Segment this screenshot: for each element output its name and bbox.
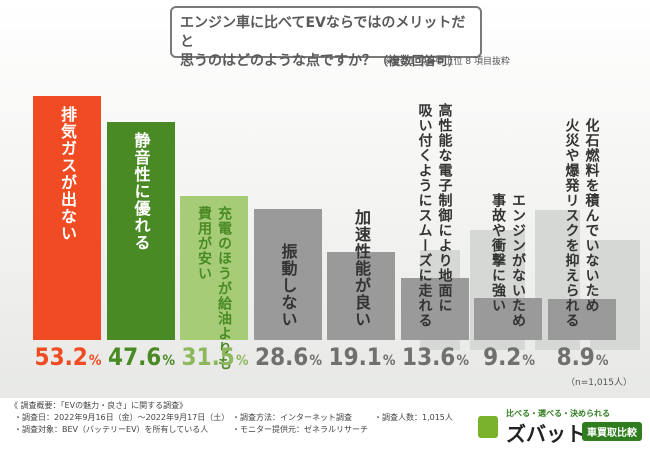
title-line-2: 思うのはどのような点ですか？ [180,53,376,69]
bar-label-1: 静音性に優れる [131,131,151,251]
footer-method: ・調査方法：インターネット調査 [232,413,352,422]
logo-badge: 車買取比較 [582,422,642,441]
logo-name: ズバット [506,422,586,446]
value-label-2: 31.5% [181,343,249,371]
bar-2: 充電のほうが給油よりも 費用が安い [180,195,248,371]
chart-note: ※全 11 項目中上位 8 項目抜粋 [383,57,510,67]
footer-date: ・調査日：2022年9月16日（金）～2022年9月17日（土） [14,413,230,422]
value-label-1: 47.6% [108,343,175,371]
footer-count: ・調査人数：1,015人 [374,413,453,422]
survey-footer: 《 調査概要：「EVの魅力・良さ」に関する調査》 ・調査日：2022年9月16日… [0,398,650,450]
bar-7: 化石燃料を積んでいないため 火災や爆発リスクを抑えられる [547,118,616,340]
footer-heading: 《 調査概要：「EVの魅力・良さ」に関する調査》 [10,401,188,410]
value-label-0: 53.2% [34,343,102,371]
bar-label-3: 振動しない [278,242,298,328]
logo-icon [478,416,498,438]
value-label-6: 9.2% [483,343,535,371]
value-label-4: 19.1% [328,343,396,371]
logo-tagline: 比べる・選べる・決められる [506,409,610,418]
bar-label-5: 高性能な電子制御により地面に 吸い付くようにスムーズに走れる [416,103,453,328]
bar-5: 高性能な電子制御により地面に 吸い付くようにスムーズに走れる [400,103,469,340]
bar-label-7: 化石燃料を積んでいないため 火災や爆発リスクを抑えられる [563,118,600,328]
bar-label-6: エンジンがないため 事故や衝撃に強い [490,193,526,328]
bar-3: 振動しない [253,208,322,340]
bar-6: エンジンがないため 事故や衝撃に強い [474,193,542,340]
value-label-3: 28.6% [255,343,322,371]
title-line-1: エンジン車に比べてEVならではのメリットだと [180,15,466,50]
sample-size: （n=1,015人） [566,378,633,388]
bar-label-4: 加速性能が良い [352,209,371,328]
footer-target: ・調査対象：BEV（バッテリーEV）を所有している人 [14,425,209,434]
bar-1: 静音性に優れる [106,121,175,340]
bar-4: 加速性能が良い [327,209,395,340]
value-label-7: 8.9% [556,343,609,371]
title-paren: （複数回答可） [376,54,461,68]
zubat-logo: 比べる・選べる・決められる ズバット 車買取比較 [478,408,646,446]
bar-0: 排気ガスが出ない [33,96,101,340]
bar-label-0: 排気ガスが出ない [58,106,77,243]
bar-label-2: 充電のほうが給油よりも 費用が安い [196,205,232,371]
value-label-5: 13.6% [402,343,469,371]
footer-monitor: ・モニター提供元：ゼネラルリサーチ [232,425,368,434]
chart-title: エンジン車に比べてEVならではのメリットだと 思うのはどのような点ですか？（複数… [170,6,482,69]
